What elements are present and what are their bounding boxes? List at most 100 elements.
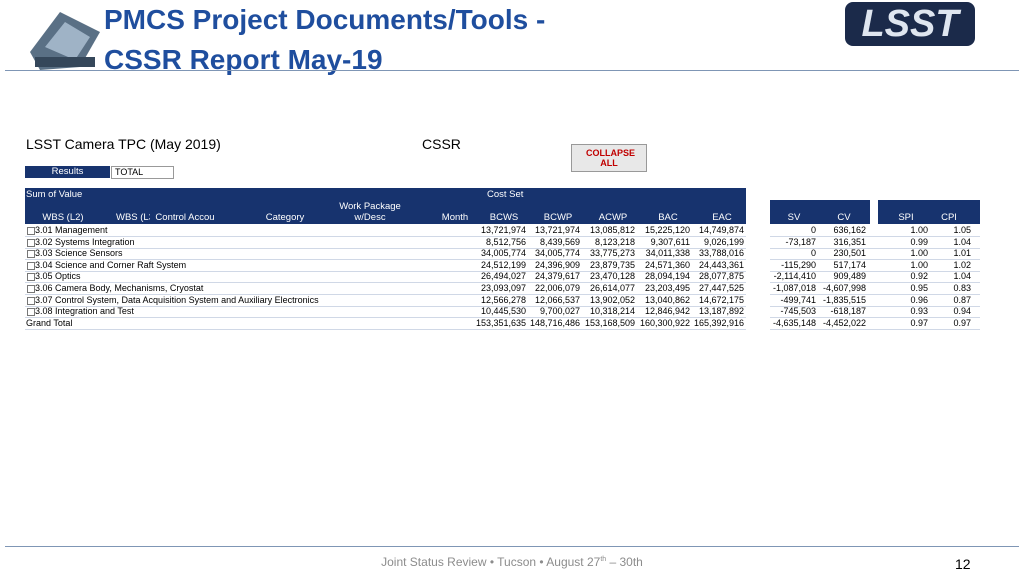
lsst-logo: LSST: [845, 2, 975, 46]
column-header: BAC: [648, 212, 688, 223]
cell: 230,501: [833, 248, 866, 259]
cell: 12,846,942: [644, 306, 690, 317]
cell: 8,512,756: [485, 236, 526, 247]
telescope-logo: [30, 12, 100, 70]
cell: 0.92: [910, 271, 928, 282]
cell: 0.97: [953, 317, 971, 328]
row-label: 3.01 Management: [35, 225, 108, 235]
row-label: 3.02 Systems Integration: [35, 236, 135, 247]
expand-icon: [27, 273, 35, 282]
cell: 0.99: [910, 236, 928, 247]
total-label: Grand Total: [26, 317, 73, 328]
row-rule: [770, 259, 980, 261]
column-header: EAC: [702, 212, 742, 223]
cell: -115,290: [781, 259, 816, 270]
row-rule: [770, 270, 980, 272]
row-field: Control Accou: [150, 212, 220, 223]
cell: 153,168,509: [584, 317, 635, 328]
cell: 0.95: [910, 283, 928, 293]
row-label: 3.04 Science and Corner Raft System: [35, 259, 187, 270]
cell: 12,066,537: [534, 294, 580, 305]
cell: 0.97: [910, 317, 928, 328]
cell: 636,162: [833, 225, 866, 235]
row-rule: [770, 305, 980, 307]
row-rule: [25, 282, 746, 284]
cell: 1.04: [953, 271, 971, 282]
cell: 9,700,027: [539, 306, 580, 317]
cell: 24,571,360: [644, 259, 690, 270]
cell: 1.02: [953, 259, 971, 270]
footer-sup: th: [600, 556, 607, 563]
row-rule: [25, 317, 746, 319]
row-rule: [770, 317, 980, 319]
expand-icon: [27, 238, 35, 247]
filter-value[interactable]: TOTAL: [111, 166, 174, 179]
column-header: ACWP: [593, 212, 633, 223]
slide-title: PMCS Project Documents/Tools - CSSR Repor…: [104, 0, 545, 80]
cell: 1.05: [953, 225, 971, 235]
cell: 33,775,273: [589, 248, 635, 259]
cell: 13,085,812: [589, 225, 635, 235]
cell: 26,494,027: [480, 271, 526, 282]
cell: -4,452,022: [822, 317, 866, 328]
row-label: 3.03 Science Sensors: [35, 248, 123, 259]
cell: 9,307,611: [650, 236, 690, 247]
cell: 10,445,530: [480, 306, 526, 317]
page-number: 12: [955, 556, 971, 572]
row-label: 3.05 Optics: [35, 271, 81, 282]
cell: -618,187: [830, 306, 866, 317]
footer-text: – 30th: [606, 555, 643, 569]
footer-text: Joint Status Review • Tucson • August 27: [381, 555, 601, 569]
footer: Joint Status Review • Tucson • August 27…: [0, 555, 1024, 569]
title-line: PMCS Project Documents/Tools -: [104, 4, 546, 35]
report-subtitle: CSSR: [422, 136, 461, 152]
column-header: BCWP: [538, 212, 578, 223]
cell: 13,721,974: [534, 225, 580, 235]
cell: 22,006,079: [534, 283, 580, 293]
cell: -1,087,018: [772, 283, 816, 293]
cell: 15,225,120: [644, 225, 690, 235]
cell: 909,489: [833, 271, 866, 282]
expand-icon: [27, 227, 35, 235]
cell: -73,187: [785, 236, 816, 247]
column-header: SV: [774, 212, 814, 223]
cell: 13,040,862: [644, 294, 690, 305]
cell: 14,672,175: [698, 294, 744, 305]
row-rule: [25, 328, 746, 330]
footer-rule: [5, 546, 1019, 547]
cell: 24,512,199: [480, 259, 526, 270]
cell: 33,788,016: [698, 248, 744, 259]
cell: 23,093,097: [480, 283, 526, 293]
filter-label: Results: [25, 166, 110, 178]
row-rule: [770, 247, 980, 249]
cell: 1.01: [953, 248, 971, 259]
cell: 0.93: [910, 306, 928, 317]
report-title: LSST Camera TPC (May 2019): [26, 136, 221, 152]
cost-set-label: Cost Set: [487, 189, 524, 200]
cell: 8,123,218: [594, 236, 635, 247]
cell: 28,077,875: [698, 271, 744, 282]
row-field: Month: [420, 212, 490, 223]
collapse-button[interactable]: COLLAPSE ALL: [571, 144, 647, 172]
cell: 1.00: [910, 248, 928, 259]
row-rule: [25, 236, 746, 237]
header-rule: [5, 70, 1019, 71]
cell: 160,300,922: [639, 317, 690, 328]
cell: 34,005,774: [534, 248, 580, 259]
cell: 153,351,635: [475, 317, 526, 328]
row-field: Work Package w/Desc: [330, 201, 410, 223]
column-header: CPI: [929, 212, 969, 223]
cell: -2,114,410: [773, 271, 816, 282]
row-rule: [25, 259, 746, 261]
cell: 12,566,278: [480, 294, 526, 305]
row-rule: [770, 236, 980, 237]
row-rule: [25, 247, 746, 249]
row-rule: [770, 282, 980, 284]
cell: 34,005,774: [480, 248, 526, 259]
cell: 10,318,214: [589, 306, 635, 317]
cell: 13,902,052: [589, 294, 635, 305]
cell: 148,716,486: [529, 317, 580, 328]
cell: -499,741: [780, 294, 816, 305]
cell: 0: [810, 248, 816, 259]
row-rule: [25, 305, 746, 307]
